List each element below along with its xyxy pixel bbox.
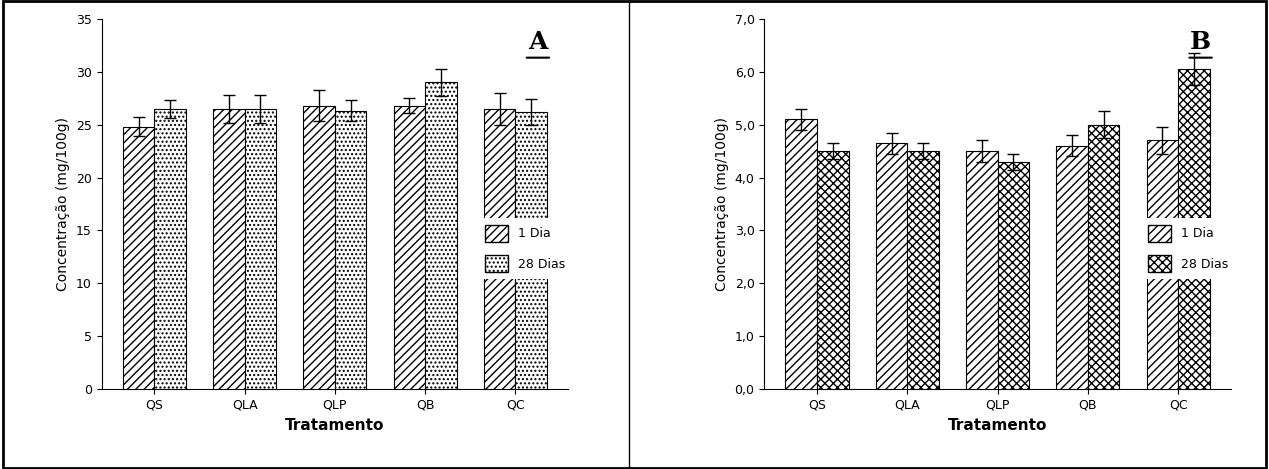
Bar: [817, 151, 849, 389]
Bar: [123, 127, 155, 389]
Legend: 1 Dia, 28 Dias: 1 Dia, 28 Dias: [480, 218, 571, 279]
Bar: [335, 111, 367, 389]
Y-axis label: Concentração (mg/100g): Concentração (mg/100g): [56, 117, 70, 291]
Text: B: B: [1190, 30, 1211, 54]
Bar: [515, 112, 547, 389]
Bar: [1056, 146, 1088, 389]
Bar: [876, 143, 907, 389]
Bar: [786, 119, 817, 389]
Bar: [1146, 141, 1178, 389]
Bar: [907, 151, 939, 389]
Bar: [1088, 125, 1119, 389]
X-axis label: Tratamento: Tratamento: [948, 417, 1047, 432]
Bar: [245, 109, 277, 389]
Bar: [1178, 69, 1209, 389]
Bar: [483, 109, 515, 389]
Bar: [155, 109, 187, 389]
Bar: [997, 162, 1029, 389]
X-axis label: Tratamento: Tratamento: [286, 417, 385, 432]
Y-axis label: Concentração (mg/100g): Concentração (mg/100g): [714, 117, 728, 291]
Text: A: A: [528, 30, 548, 54]
Bar: [303, 106, 335, 389]
Bar: [393, 106, 425, 389]
Bar: [425, 82, 457, 389]
Bar: [966, 151, 997, 389]
Bar: [213, 109, 245, 389]
Legend: 1 Dia, 28 Dias: 1 Dia, 28 Dias: [1142, 218, 1233, 279]
